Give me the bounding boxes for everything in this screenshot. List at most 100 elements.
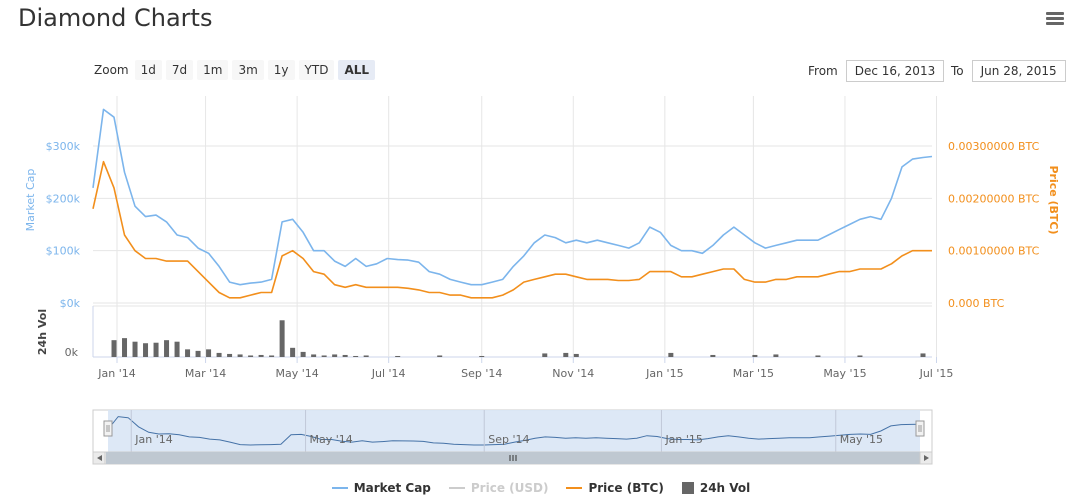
y-right-tick-0: 0.000 BTC	[948, 297, 1005, 310]
zoom-7d-button[interactable]: 7d	[165, 60, 194, 80]
volume-bar-29	[563, 352, 569, 357]
volume-bar-3	[143, 343, 149, 357]
volume-bar-5	[164, 340, 170, 357]
volume-bar-1	[122, 338, 128, 357]
volume-tick-0k: 0k	[65, 346, 79, 359]
volume-bar-33	[752, 354, 758, 357]
y-right-tick-3: 0.00300000 BTC	[948, 140, 1040, 153]
date-range-to: To Jun 28, 2015	[951, 60, 1066, 82]
scroll-left-arrow-icon	[97, 455, 102, 461]
x-tick-label-2: May '14	[275, 367, 318, 380]
from-label: From	[808, 64, 838, 78]
zoom-ytd-button[interactable]: YTD	[298, 60, 335, 80]
y-left-tick-2: $200k	[46, 192, 81, 205]
volume-bar-27	[479, 355, 485, 357]
zoom-label: Zoom	[94, 63, 129, 77]
x-tick-label-3: Jul '14	[371, 367, 406, 380]
legend-price-usd[interactable]: Price (USD)	[448, 481, 549, 495]
volume-bar-34	[773, 354, 779, 357]
x-tick-label-6: Jan '15	[645, 367, 683, 380]
volume-bar-8	[195, 350, 201, 357]
zoom-all-button[interactable]: ALL	[338, 60, 376, 80]
zoom-1y-button[interactable]: 1y	[267, 60, 295, 80]
volume-bar-25	[395, 355, 401, 357]
volume-bar-12	[237, 354, 243, 357]
volume-bar-14	[258, 354, 264, 357]
from-date-input[interactable]: Dec 16, 2013	[845, 60, 945, 82]
x-tick-label-0: Jan '14	[97, 367, 135, 380]
date-range-from: From Dec 16, 2013	[808, 60, 945, 82]
legend-price-btc[interactable]: Price (BTC)	[566, 481, 664, 495]
volume-bar-15	[269, 355, 275, 357]
zoom-toolbar: Zoom 1d 7d 1m 3m 1y YTD ALL	[94, 60, 376, 80]
volume-bar-30	[573, 353, 579, 357]
volume-bar-22	[342, 354, 348, 357]
volume-bar-37	[920, 353, 926, 357]
main-plot-area	[93, 96, 932, 303]
zoom-1m-button[interactable]: 1m	[197, 60, 229, 80]
market-cap-series	[92, 108, 933, 286]
legend-price-btc-label: Price (BTC)	[588, 481, 664, 495]
y-left-axis-title: Market Cap	[24, 169, 37, 232]
to-label: To	[951, 64, 964, 78]
volume-bar-2	[132, 341, 138, 357]
volume-bar-16	[279, 320, 285, 357]
volume-bar-26	[437, 355, 443, 357]
volume-bar-35	[815, 355, 821, 357]
navigator-tick-2: Sep '14	[488, 433, 529, 446]
navigator-tick-1: May '14	[310, 433, 353, 446]
volume-bar-4	[153, 342, 159, 357]
navigator-tick-4: May '15	[840, 433, 883, 446]
volume-bar-28	[542, 353, 548, 357]
volume-bar-18	[300, 351, 306, 357]
x-tick-label-1: Mar '14	[185, 367, 226, 380]
navigator-handle-left[interactable]	[103, 420, 113, 437]
chart-legend: Market Cap Price (USD) Price (BTC) 24h V…	[0, 481, 1082, 495]
volume-bar-7	[185, 349, 191, 357]
volume-bar-20	[321, 355, 327, 357]
volume-bar-31	[668, 352, 674, 357]
volume-bar-32	[710, 354, 716, 357]
volume-bar-0	[111, 340, 117, 357]
volume-bar-11	[227, 353, 233, 357]
y-left-tick-0: $0k	[60, 297, 81, 310]
hamburger-icon[interactable]	[1046, 12, 1064, 26]
volume-bar-24	[363, 355, 369, 357]
legend-price-usd-label: Price (USD)	[470, 481, 549, 495]
legend-market-cap[interactable]: Market Cap	[331, 481, 431, 495]
volume-bar-23	[353, 355, 359, 357]
x-tick-label-8: May '15	[823, 367, 866, 380]
volume-bar-19	[311, 354, 317, 357]
scroll-right-arrow-icon	[924, 455, 929, 461]
navigator-tick-0: Jan '14	[134, 433, 172, 446]
volume-bar-6	[174, 341, 180, 357]
y-left-tick-1: $100k	[46, 245, 81, 258]
y-left-tick-3: $300k	[46, 140, 81, 153]
volume-bar-21	[332, 354, 338, 357]
navigator-tick-3: Jan '15	[664, 433, 702, 446]
navigator-handle-right[interactable]	[915, 420, 925, 437]
y-right-tick-1: 0.00100000 BTC	[948, 245, 1040, 258]
price-btc-series	[92, 160, 932, 299]
volume-bar-10	[216, 352, 222, 357]
zoom-3m-button[interactable]: 3m	[232, 60, 264, 80]
legend-24h-vol[interactable]: 24h Vol	[681, 481, 750, 495]
volume-axis-title: 24h Vol	[36, 309, 49, 355]
x-tick-label-9: Jul '15	[919, 367, 954, 380]
page-title: Diamond Charts	[18, 4, 213, 32]
volume-bar-9	[206, 349, 212, 357]
legend-price-btc-swatch	[566, 487, 583, 489]
to-date-input[interactable]: Jun 28, 2015	[971, 60, 1066, 82]
zoom-1d-button[interactable]: 1d	[134, 60, 162, 80]
volume-bar-13	[248, 355, 254, 357]
x-tick-label-5: Nov '14	[552, 367, 594, 380]
legend-market-cap-swatch	[331, 487, 348, 489]
volume-bar-17	[290, 347, 296, 357]
y-right-axis-title: Price (BTC)	[1047, 165, 1060, 234]
x-tick-label-4: Sep '14	[461, 367, 502, 380]
legend-market-cap-label: Market Cap	[353, 481, 431, 495]
x-tick-label-7: Mar '15	[733, 367, 774, 380]
legend-price-usd-swatch	[448, 487, 465, 489]
navigator-series	[107, 416, 921, 446]
